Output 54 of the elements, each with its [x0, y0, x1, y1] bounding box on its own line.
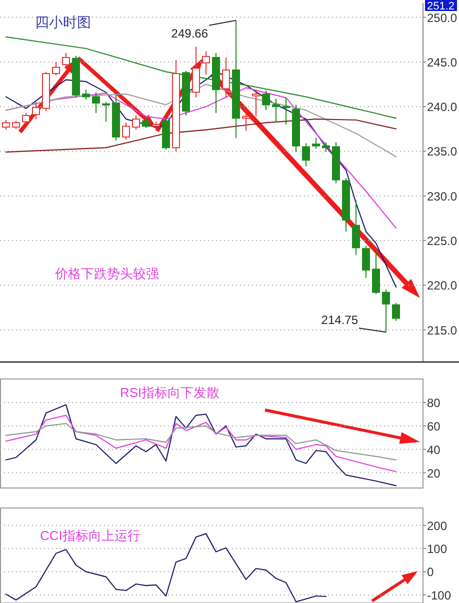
y-tick-label: 220.0: [427, 278, 458, 293]
candlestick: [272, 98, 280, 124]
y-tick-label: 230.0: [427, 189, 458, 204]
candlestick: [92, 92, 100, 114]
candlestick: [362, 245, 370, 279]
y-tick-label: 225.0: [427, 234, 458, 248]
candlestick: [222, 56, 230, 98]
candlestick: [382, 289, 390, 333]
candlestick: [282, 97, 290, 125]
candlestick: [102, 102, 110, 122]
text: RSI指标向下发散: [120, 385, 220, 400]
candlestick: [202, 50, 210, 75]
candlestick: [142, 116, 150, 129]
candlestick: [352, 200, 360, 256]
y-tick-label: 245.0: [427, 55, 458, 70]
y-tick-label: 40: [427, 442, 441, 457]
candlestick: [22, 112, 30, 125]
candlestick: [252, 89, 260, 117]
y-tick-label: 80: [427, 396, 441, 410]
text: 251.2: [427, 0, 455, 12]
candlestick: [52, 61, 60, 76]
candlestick: [262, 90, 270, 111]
y-tick-label: 0: [427, 565, 434, 580]
candlestick: [312, 137, 320, 150]
annotation: 214.75: [321, 313, 358, 328]
y-tick-label: 60: [427, 419, 441, 434]
candlestick: [2, 119, 10, 130]
candlestick: [32, 102, 40, 120]
line-series: [5, 118, 397, 153]
y-tick-label: 20: [427, 466, 441, 480]
text: 四小时图: [35, 14, 91, 30]
line-series: [5, 414, 397, 472]
candlestick: [62, 52, 70, 69]
line-series: [5, 422, 397, 460]
candlestick: [302, 142, 310, 167]
candlestick: [82, 89, 90, 100]
candlestick: [242, 106, 250, 132]
line-series: [5, 36, 397, 119]
y-tick-label: 250.0: [427, 10, 458, 25]
candlestick: [122, 122, 130, 140]
candlestick: [392, 302, 400, 322]
y-tick-label: 200: [427, 518, 448, 533]
annotation: 249.66: [171, 26, 208, 40]
annotation: 价格下跌势头较强: [54, 266, 159, 281]
y-tick-label: 240.0: [427, 100, 458, 114]
candlestick: [372, 250, 380, 295]
candlestick: [322, 142, 330, 153]
text: CCI指标向上运行: [40, 528, 140, 543]
y-tick-label: 215.0: [427, 323, 458, 338]
line-series: [5, 404, 397, 486]
y-tick-label: 235.0: [427, 144, 458, 159]
y-tick-label: -100: [427, 588, 452, 602]
candlestick: [132, 115, 140, 130]
y-tick-label: 100: [427, 542, 448, 556]
